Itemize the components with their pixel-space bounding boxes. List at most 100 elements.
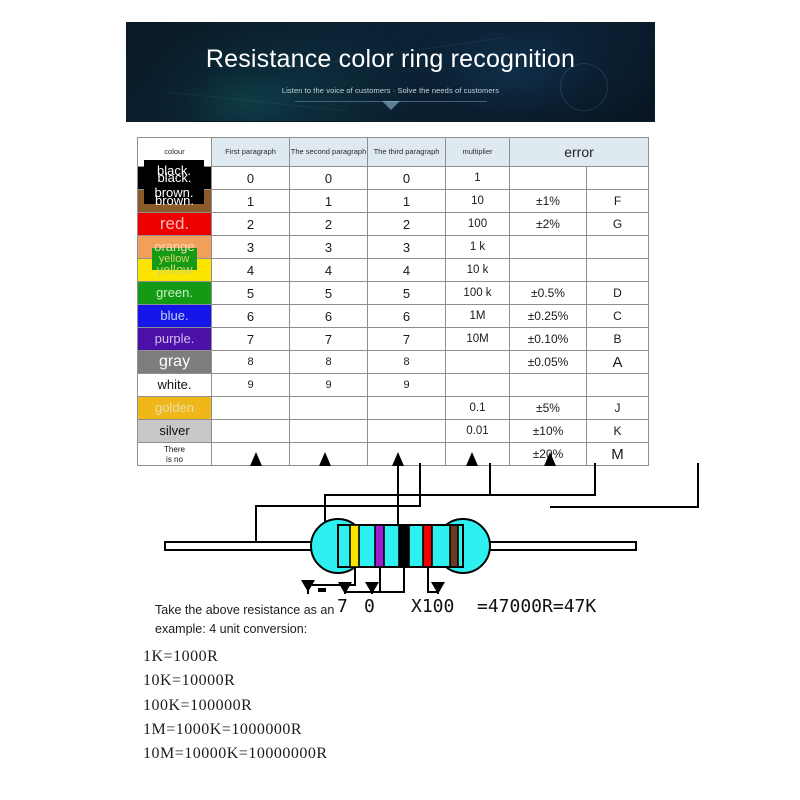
colour-name: blue. <box>160 308 189 323</box>
first-paragraph-value: 0 <box>211 166 290 190</box>
colour-name: white. <box>157 377 192 392</box>
colour-name: orange <box>154 239 195 254</box>
color-code-table: colour First paragraph The second paragr… <box>137 137 649 466</box>
table-row: golden 0.1 ±5% J <box>137 396 649 420</box>
third-paragraph-value <box>367 419 446 443</box>
header-first-paragraph: First paragraph <box>211 137 290 167</box>
second-paragraph-value: 5 <box>289 281 368 305</box>
error-code: B <box>586 327 649 351</box>
second-paragraph-value: 9 <box>289 373 368 397</box>
band-label-result: =47000R=47K <box>477 596 597 617</box>
header-banner: Resistance color ring recognition Listen… <box>126 22 655 122</box>
conversion-line: 1K=1000R <box>143 648 219 665</box>
banner-subtitle: Listen to the voice of customers · Solve… <box>281 86 500 95</box>
second-paragraph-value: 4 <box>289 258 368 282</box>
conversion-line: 1M=1000K=1000000R <box>143 720 302 738</box>
colour-swatch <box>138 397 211 419</box>
second-paragraph-value <box>289 396 368 420</box>
table-row: black. 0 0 0 1 <box>137 166 649 190</box>
colour-swatch-cell: purple. <box>137 327 212 351</box>
band-label-2: 0 <box>364 596 375 617</box>
second-paragraph-value: 2 <box>289 212 368 236</box>
second-paragraph-value: 3 <box>289 235 368 259</box>
banner-ring-decoration <box>560 63 608 111</box>
colour-name: red. <box>159 214 190 233</box>
multiplier-value: 0.01 <box>445 419 510 443</box>
second-paragraph-value <box>289 442 368 466</box>
third-paragraph-value: 8 <box>367 350 446 374</box>
table-row: blue. 6 6 6 1M ±0.25% C <box>137 304 649 328</box>
colour-name-brown-overlay: brown. <box>154 185 194 200</box>
arrow-tail-dash <box>318 588 326 592</box>
error-value <box>509 235 587 259</box>
colour-swatch <box>138 443 211 465</box>
table-row: purple. 7 7 7 10M ±0.10% B <box>137 327 649 351</box>
banner-notch-icon <box>381 101 400 110</box>
table-row: yellow 4 4 4 10 k <box>137 258 649 282</box>
second-paragraph-value: 0 <box>289 166 368 190</box>
third-paragraph-value: 0 <box>367 166 446 190</box>
error-value: ±2% <box>509 212 587 236</box>
first-paragraph-value: 7 <box>211 327 290 351</box>
error-code: G <box>586 212 649 236</box>
first-paragraph-value: 6 <box>211 304 290 328</box>
band-3-black-rect <box>398 524 410 568</box>
green-swatch-overlay <box>152 248 197 270</box>
multiplier-value: 1 <box>445 166 510 190</box>
error-code: D <box>586 281 649 305</box>
band-5-brown-rect <box>449 524 459 568</box>
header-multiplier: multiplier <box>445 137 510 167</box>
error-value: ±20% <box>509 442 587 466</box>
third-paragraph-value: 9 <box>367 373 446 397</box>
resistor-color-bands <box>349 524 459 568</box>
colour-swatch-cell: red. <box>137 212 212 236</box>
multiplier-value: 10 k <box>445 258 510 282</box>
error-code <box>586 373 649 397</box>
colour-swatch <box>138 374 211 396</box>
error-code: A <box>586 350 649 374</box>
second-paragraph-value: 7 <box>289 327 368 351</box>
band-1-yellow-rect <box>349 524 360 568</box>
example-note: Take the above resistance as an example:… <box>155 603 335 637</box>
first-paragraph-value: 5 <box>211 281 290 305</box>
second-paragraph-value: 8 <box>289 350 368 374</box>
table-row: orange 3 3 3 1 k <box>137 235 649 259</box>
unit-conversion-list: 1K=1000R 10K=10000R 100K=100000R 1M=1000K=1… <box>143 645 328 767</box>
colour-swatch <box>138 305 211 327</box>
error-value: ±1% <box>509 189 587 213</box>
first-paragraph-value: 9 <box>211 373 290 397</box>
third-paragraph-value: 6 <box>367 304 446 328</box>
first-paragraph-value: 4 <box>211 258 290 282</box>
colour-swatch-cell: orange <box>137 235 212 259</box>
multiplier-value: 1M <box>445 304 510 328</box>
error-code: K <box>586 419 649 443</box>
first-paragraph-value: 3 <box>211 235 290 259</box>
multiplier-value: 100 k <box>445 281 510 305</box>
multiplier-value <box>445 442 510 466</box>
colour-name-black-overlay: black. <box>157 163 191 178</box>
conversion-line: 10K=10000R <box>143 672 236 690</box>
third-paragraph-value: 5 <box>367 281 446 305</box>
colour-name: silver <box>159 423 190 438</box>
error-value: ±5% <box>509 396 587 420</box>
multiplier-value <box>445 350 510 374</box>
first-paragraph-value: 2 <box>211 212 290 236</box>
table-row: green. 5 5 5 100 k ±0.5% D <box>137 281 649 305</box>
error-code <box>586 235 649 259</box>
error-value <box>509 166 587 190</box>
multiplier-value: 0.1 <box>445 396 510 420</box>
error-code: M <box>586 442 649 466</box>
first-paragraph-value <box>211 419 290 443</box>
colour-swatch <box>138 213 211 235</box>
colour-name: black. <box>157 170 192 185</box>
table-row: gray 8 8 8 ±0.05% A <box>137 350 649 374</box>
error-value: ±0.5% <box>509 281 587 305</box>
colour-swatch-cell: green. <box>137 281 212 305</box>
band-4-red-rect <box>422 524 433 568</box>
error-code <box>586 166 649 190</box>
colour-name: purple. <box>154 331 195 346</box>
third-paragraph-value: 4 <box>367 258 446 282</box>
header-error: error <box>509 137 649 167</box>
error-value <box>509 373 587 397</box>
arrowheads-down <box>301 580 445 594</box>
